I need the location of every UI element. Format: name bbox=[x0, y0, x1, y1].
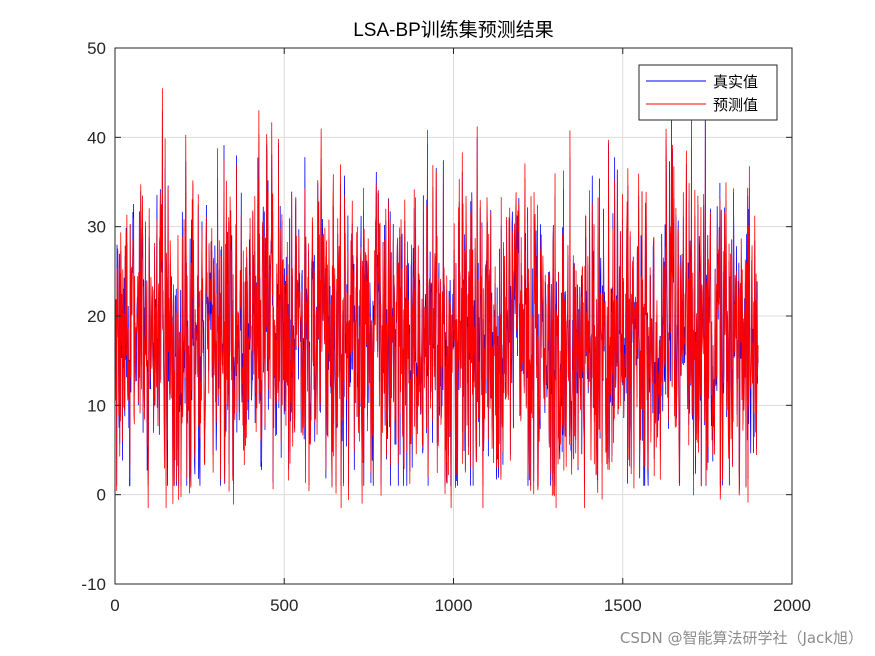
y-tick-label: -10 bbox=[81, 575, 106, 594]
watermark: CSDN @智能算法研学社（Jack旭） bbox=[619, 629, 863, 647]
legend-box bbox=[638, 64, 778, 121]
chart-title: LSA-BP训练集预测结果 bbox=[353, 19, 554, 41]
y-tick-label: 20 bbox=[87, 307, 106, 326]
series-layer bbox=[114, 87, 759, 509]
y-tick-label: 0 bbox=[97, 486, 106, 505]
x-tick-label: 2000 bbox=[773, 596, 811, 615]
x-tick-label: 1500 bbox=[604, 596, 642, 615]
y-tick-label: 50 bbox=[87, 39, 106, 58]
x-tick-label: 500 bbox=[270, 596, 298, 615]
legend-label: 真实值 bbox=[713, 73, 758, 91]
y-tick-label: 10 bbox=[87, 396, 106, 415]
legend-label: 预测值 bbox=[713, 96, 758, 114]
y-tick-label: 40 bbox=[87, 128, 106, 147]
x-tick-label: 1000 bbox=[435, 596, 473, 615]
y-tick-label: 30 bbox=[87, 218, 106, 237]
x-tick-label: 0 bbox=[110, 596, 119, 615]
series-line-predicted bbox=[114, 88, 759, 509]
